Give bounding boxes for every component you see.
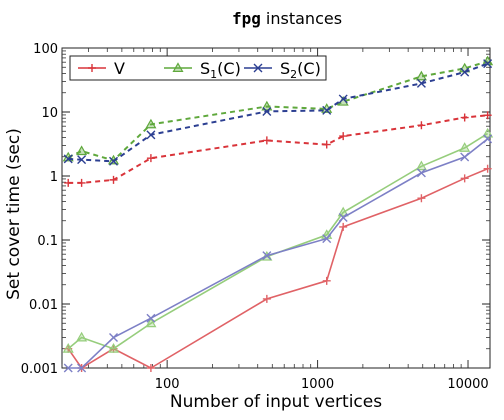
legend-swatch-marker xyxy=(88,64,96,72)
series-dashed-v xyxy=(64,111,492,187)
data-point-v xyxy=(262,294,271,303)
data-point-s2 xyxy=(460,152,470,162)
data-point-v xyxy=(417,194,426,203)
data-point-v xyxy=(460,113,469,122)
legend-box xyxy=(69,55,327,81)
legend-label: V xyxy=(114,59,125,78)
data-point-s2 xyxy=(146,313,156,323)
data-point-v xyxy=(483,111,492,120)
data-point-s2 xyxy=(109,332,119,342)
series-solid-v xyxy=(64,164,492,372)
data-point-v xyxy=(146,154,155,163)
data-point-s2 xyxy=(77,363,87,373)
chart-title: fpg instances xyxy=(232,9,342,28)
data-point-v xyxy=(417,121,426,130)
data-point-s2 xyxy=(262,106,272,116)
legend-label-subscript: 2 xyxy=(290,68,297,81)
data-point-v xyxy=(339,132,348,141)
y-tick-label: 100 xyxy=(33,42,58,57)
y-tick-label: 10 xyxy=(41,106,58,121)
data-point-s1 xyxy=(482,127,494,138)
data-point-s2 xyxy=(322,105,332,115)
y-tick-label: 0.01 xyxy=(29,298,58,313)
data-point-s2 xyxy=(416,168,426,178)
data-point-s1 xyxy=(76,145,88,156)
x-tick-label: 100 xyxy=(155,377,180,392)
data-point-s2 xyxy=(483,134,493,144)
series-line-v xyxy=(67,167,488,370)
legend-label-subscript: 1 xyxy=(210,68,217,81)
data-point-s1 xyxy=(337,206,349,217)
data-point-s1 xyxy=(415,70,427,81)
data-point-s2 xyxy=(63,154,73,164)
legend-swatch-marker xyxy=(253,63,263,73)
data-point-v xyxy=(339,222,348,231)
data-point-v xyxy=(322,140,331,149)
x-tick-label: 1000 xyxy=(301,377,334,392)
data-point-v xyxy=(109,175,118,184)
series-line-s1 xyxy=(67,132,489,350)
x-tick-label: 10000 xyxy=(447,377,488,392)
chart-title-rest: instances xyxy=(261,9,342,28)
y-tick-label: 1 xyxy=(50,170,58,185)
y-axis-label: Set cover time (sec) xyxy=(4,128,24,300)
data-point-s2 xyxy=(338,94,348,104)
plot-border xyxy=(61,47,491,369)
y-tick-label: 0.1 xyxy=(37,234,58,249)
data-point-s2 xyxy=(109,156,119,166)
series-solid-s1 xyxy=(62,127,494,353)
data-point-v xyxy=(146,364,155,372)
data-point-s2 xyxy=(416,78,426,88)
legend-label: S2(C) xyxy=(280,59,321,81)
data-point-s2 xyxy=(460,67,470,77)
data-point-s1 xyxy=(459,142,471,152)
data-point-s2 xyxy=(483,59,493,69)
series-dashed-s2 xyxy=(63,59,493,166)
series-line-s2 xyxy=(68,62,488,163)
data-point-s1 xyxy=(145,118,157,129)
data-point-s1 xyxy=(145,317,157,328)
data-point-s2 xyxy=(262,251,272,261)
legend-label-suffix: (C) xyxy=(297,59,321,78)
legend: V S1(C) S2(C) xyxy=(69,55,327,81)
data-point-s2 xyxy=(63,363,73,373)
data-point-s1 xyxy=(415,160,427,171)
data-point-s2 xyxy=(338,212,348,222)
data-point-v xyxy=(77,178,86,187)
legend-entry-v: V xyxy=(78,59,125,78)
data-point-v xyxy=(322,276,331,285)
y-tick-label: 0.001 xyxy=(21,362,58,377)
series-solid-s2 xyxy=(63,134,493,373)
data-point-v xyxy=(460,174,469,183)
data-point-s2 xyxy=(77,155,87,165)
legend-label-suffix: (C) xyxy=(217,59,241,78)
data-point-s2 xyxy=(146,130,156,140)
data-point-s1 xyxy=(261,100,273,111)
legend-label: S1(C) xyxy=(200,59,241,81)
data-point-s1 xyxy=(76,331,88,342)
data-point-v xyxy=(483,164,492,173)
legend-swatch-marker xyxy=(172,62,184,72)
x-axis-label: Number of input vertices xyxy=(170,392,382,412)
series-layer xyxy=(62,55,494,373)
chart-title-mono: fpg xyxy=(232,9,261,28)
data-point-v xyxy=(64,178,73,187)
series-line-v xyxy=(68,114,488,184)
data-point-s2 xyxy=(322,234,332,244)
axis-ticks: 0.001 0.01 0.1 1 10 100 100 1000 10000 xyxy=(21,42,490,392)
data-point-v xyxy=(262,136,271,145)
plot-area xyxy=(61,47,491,369)
data-point-s1 xyxy=(62,343,74,353)
series-line-s1 xyxy=(67,60,488,162)
series-line-s2 xyxy=(68,138,489,369)
data-point-s1 xyxy=(107,343,120,353)
